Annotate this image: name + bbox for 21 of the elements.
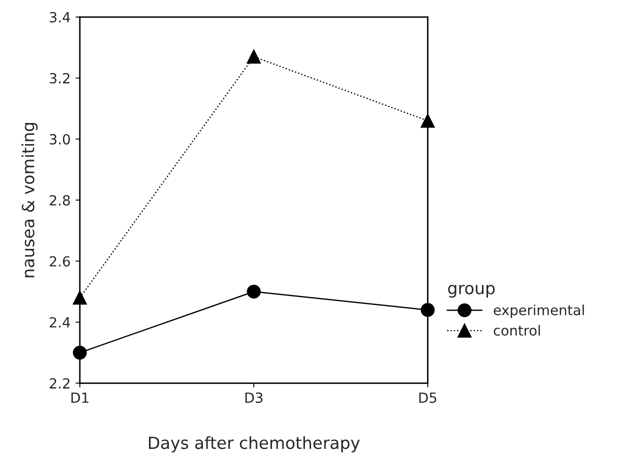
y-tick-label: 3.4	[50, 12, 70, 22]
legend-label: control	[494, 324, 540, 336]
x-tick-label: D3	[245, 392, 262, 403]
x-axis-title: Days after chemotherapy	[148, 436, 360, 452]
legend-label: experimental	[494, 304, 584, 318]
y-tick-label: 2.8	[50, 195, 70, 206]
y-tick-label: 2.2	[50, 378, 70, 388]
y-tick-label: 2.4	[50, 317, 70, 328]
legend-title: group	[448, 284, 495, 298]
y-tick-label: 3.2	[50, 73, 70, 84]
x-tick-label: D5	[419, 392, 436, 403]
y-axis-title: nausea & vomiting	[21, 122, 38, 278]
point	[72, 290, 87, 305]
point	[246, 50, 261, 64]
point	[246, 284, 261, 299]
point	[72, 346, 87, 360]
y-tick-label: 2.6	[50, 256, 70, 267]
y-tick-label: 3.0	[50, 134, 70, 145]
x-tick-label: D1	[71, 392, 88, 403]
point	[420, 303, 435, 317]
point	[420, 114, 435, 128]
